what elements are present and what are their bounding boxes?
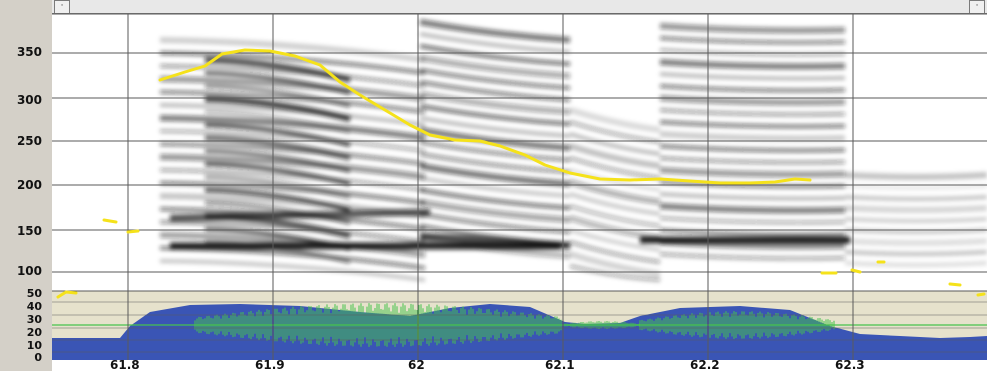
pitch-track bbox=[56, 48, 986, 299]
x-tick-61.8: 61.8 bbox=[110, 358, 140, 372]
energy-tick-50: 50 bbox=[26, 287, 42, 300]
energy-tick-0: 0 bbox=[34, 351, 42, 364]
x-tick-62: 62 bbox=[408, 358, 425, 372]
y-tick-250: 250 bbox=[16, 134, 42, 148]
energy-tick-40: 40 bbox=[26, 300, 42, 313]
x-tick-62.3: 62.3 bbox=[835, 358, 865, 372]
energy-tick-20: 20 bbox=[26, 326, 42, 339]
y-tick-100: 100 bbox=[16, 264, 42, 278]
energy-tick-10: 10 bbox=[26, 339, 42, 352]
y-tick-200: 200 bbox=[16, 178, 42, 192]
y-tick-350: 350 bbox=[16, 45, 42, 59]
x-tick-61.9: 61.9 bbox=[255, 358, 285, 372]
y-tick-150: 150 bbox=[16, 224, 42, 238]
energy-tick-30: 30 bbox=[26, 313, 42, 326]
y-axis-column: 350 300 250 200 150 100 50 40 30 20 10 0 bbox=[0, 0, 52, 371]
x-tick-62.2: 62.2 bbox=[690, 358, 720, 372]
x-tick-62.1: 62.1 bbox=[545, 358, 575, 372]
y-tick-300: 300 bbox=[16, 93, 42, 107]
